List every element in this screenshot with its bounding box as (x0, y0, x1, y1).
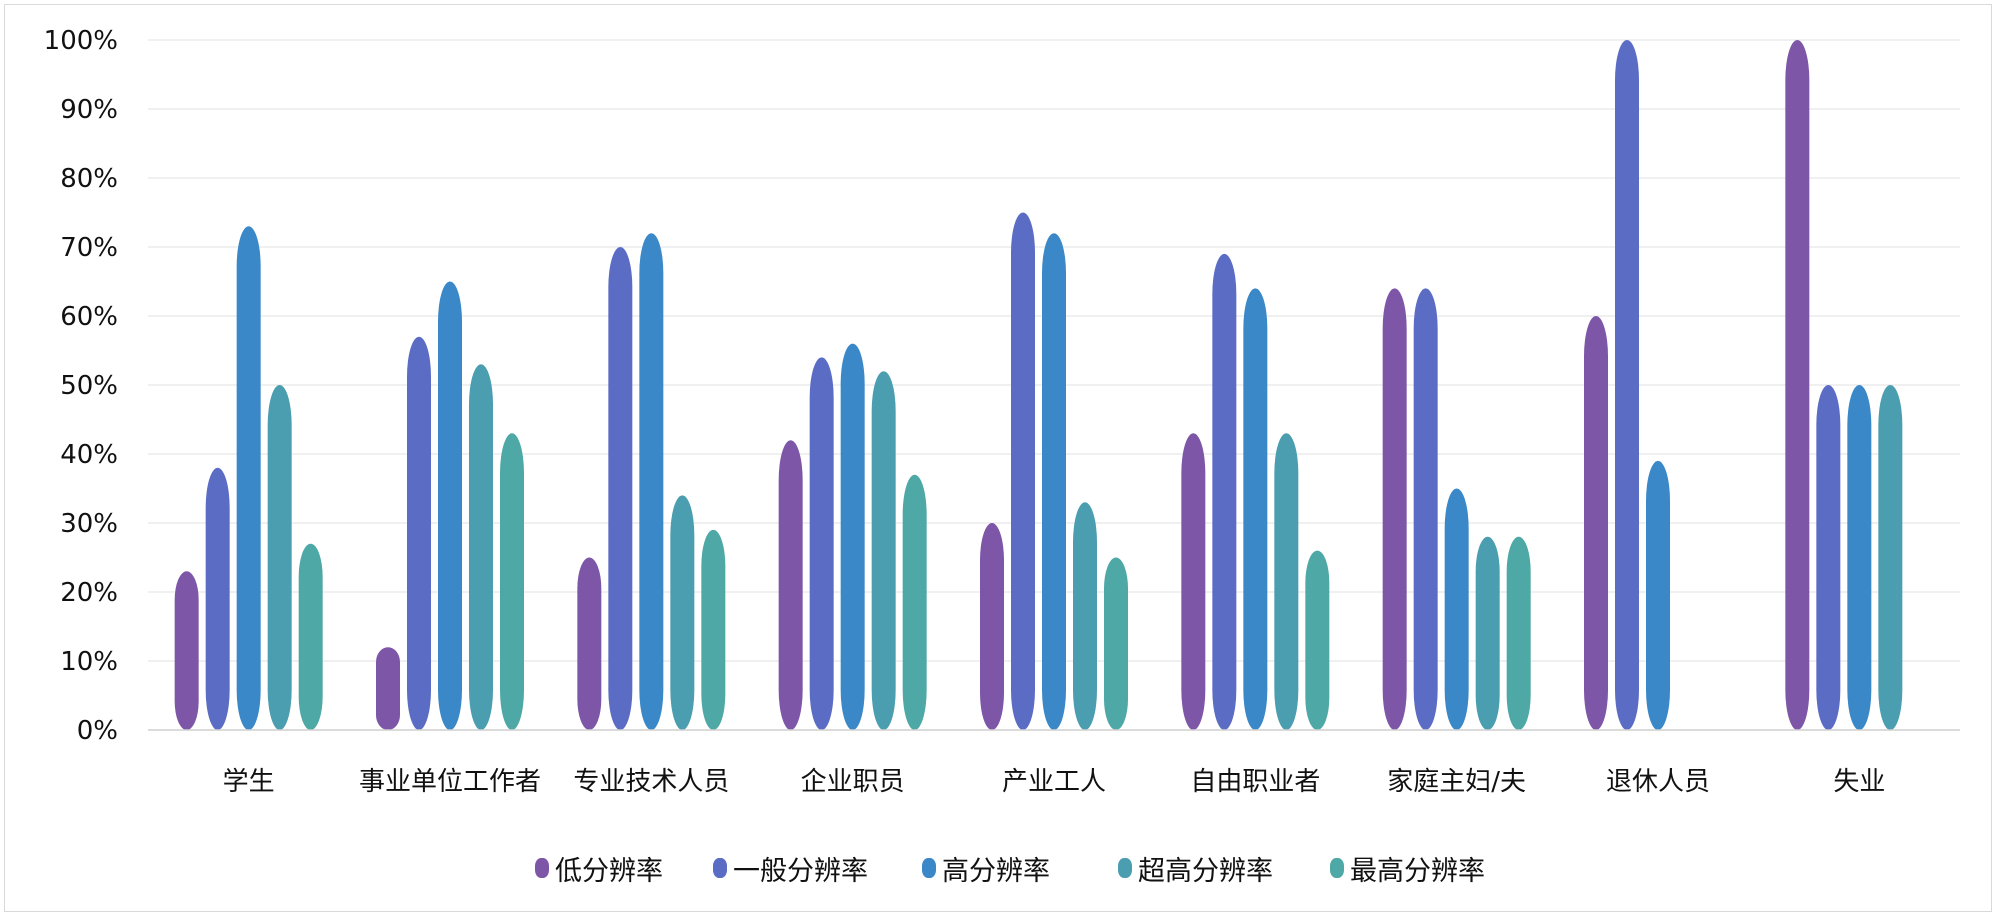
legend-item: 高分辨率 (922, 856, 1050, 887)
category-labels: 学生 事业单位工作者 专业技术人员 企业职员 产业工人 自由职业者 家庭主妇/夫 退休人员 失业 (223, 767, 1886, 797)
legend-item: 超高分辨率 (1118, 856, 1273, 887)
bar (840, 343, 865, 730)
bar (778, 440, 803, 730)
bar (1243, 288, 1268, 730)
category-label: 自由职业者 (1190, 767, 1320, 797)
bar (205, 467, 230, 730)
bar (469, 364, 493, 730)
bar (298, 543, 323, 730)
bar (1646, 460, 1670, 730)
y-tick-label: 10% (60, 647, 118, 677)
bar (980, 523, 1004, 730)
legend-item: 低分辨率 (535, 856, 663, 887)
bar (1816, 385, 1841, 730)
bar (1274, 433, 1299, 730)
bar (1042, 233, 1066, 730)
bar (871, 371, 896, 730)
category-label: 退休人员 (1606, 767, 1710, 797)
legend-label: 高分辨率 (942, 856, 1050, 887)
category-label: 专业技术人员 (573, 767, 729, 797)
bar (267, 385, 292, 730)
legend-swatch (535, 858, 549, 878)
legend-item: 最高分辨率 (1330, 856, 1485, 887)
bar (376, 647, 400, 730)
bar (809, 357, 834, 730)
y-tick-label: 60% (60, 302, 118, 332)
legend-item: 一般分辨率 (713, 856, 868, 887)
bar (500, 433, 524, 730)
bar (1847, 385, 1872, 730)
bar (1104, 557, 1128, 730)
bar (1444, 488, 1469, 730)
bars (174, 40, 1903, 731)
bar (1212, 253, 1237, 730)
bar (1878, 385, 1903, 730)
category-label: 产业工人 (1002, 767, 1106, 797)
category-label: 企业职员 (801, 767, 905, 797)
y-tick-label: 30% (60, 509, 118, 539)
y-axis-ticks: 0% 10% 20% 30% 40% 50% 60% 70% 80% 90% 100% (44, 26, 118, 746)
bar (1615, 40, 1639, 730)
bar (236, 226, 261, 731)
bar (1181, 433, 1206, 730)
bar (1382, 288, 1407, 730)
chart-frame (4, 4, 1992, 912)
legend-swatch (713, 858, 727, 878)
bar (1305, 550, 1330, 730)
legend-swatch (922, 858, 936, 878)
bar (174, 571, 199, 730)
bar (639, 233, 664, 730)
legend-label: 一般分辨率 (733, 856, 868, 887)
bar (1584, 316, 1608, 730)
y-tick-label: 20% (60, 578, 118, 608)
bar (1506, 536, 1531, 730)
legend-label: 低分辨率 (555, 856, 663, 887)
category-label: 事业单位工作者 (359, 767, 541, 797)
y-tick-label: 0% (77, 716, 118, 746)
category-label: 失业 (1833, 767, 1885, 797)
bar (902, 474, 927, 730)
y-tick-label: 40% (60, 440, 118, 470)
legend-label: 超高分辨率 (1138, 856, 1273, 887)
bar (438, 281, 462, 730)
y-tick-label: 100% (44, 26, 118, 56)
category-label: 学生 (223, 767, 275, 797)
legend-swatch (1118, 858, 1132, 878)
bar (1785, 40, 1810, 730)
bar (608, 247, 633, 730)
bar (1011, 212, 1035, 730)
y-tick-label: 80% (60, 164, 118, 194)
y-tick-label: 70% (60, 233, 118, 263)
bar (670, 495, 695, 730)
bar (1475, 536, 1500, 730)
legend-label: 最高分辨率 (1350, 856, 1485, 887)
y-tick-label: 50% (60, 371, 118, 401)
bar (1413, 288, 1438, 730)
legend-swatch (1330, 858, 1344, 878)
bar (1073, 502, 1097, 730)
y-tick-label: 90% (60, 95, 118, 125)
category-label: 家庭主妇/夫 (1387, 767, 1526, 797)
bar (407, 336, 431, 730)
bar (577, 557, 602, 730)
legend: 低分辨率 一般分辨率 高分辨率 超高分辨率 最高分辨率 (535, 856, 1485, 887)
bar (701, 529, 726, 730)
